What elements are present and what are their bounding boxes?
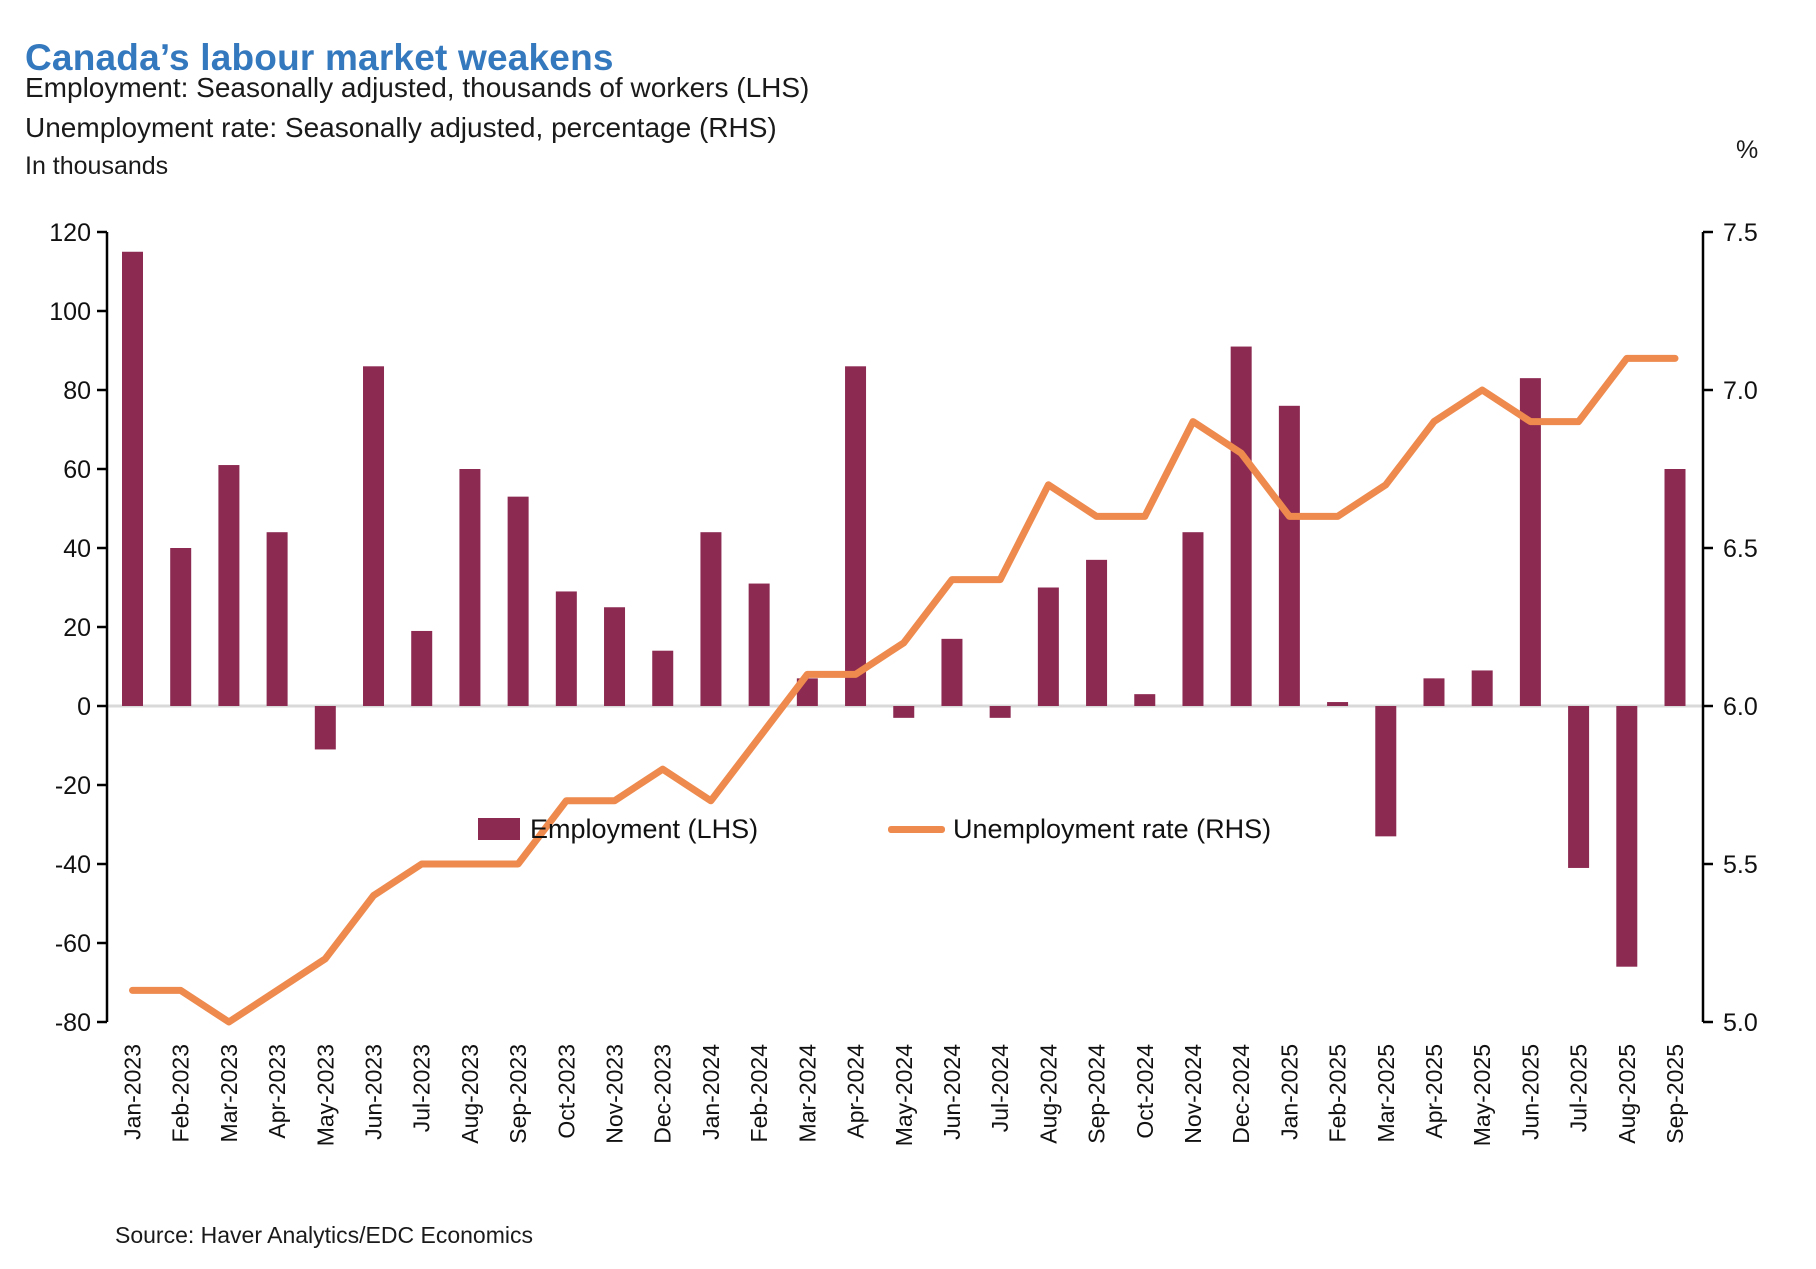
left-axis-tick-label: -40 — [55, 851, 91, 879]
left-axis-tick-label: 60 — [63, 456, 91, 484]
x-axis-month-label: Jun-2025 — [1517, 1044, 1543, 1140]
x-axis-month-label: Apr-2025 — [1421, 1044, 1447, 1139]
x-axis-month-label: Sep-2023 — [505, 1044, 531, 1144]
employment-bar — [555, 591, 577, 706]
x-axis-month-label: Mar-2023 — [216, 1044, 242, 1142]
x-axis-month-label: May-2024 — [891, 1044, 917, 1146]
x-axis-month-label: Apr-2023 — [264, 1044, 290, 1139]
x-axis-month-label: Apr-2024 — [843, 1044, 869, 1139]
left-axis-tick-label: 80 — [63, 377, 91, 405]
employment-bar — [1375, 706, 1397, 837]
x-axis-month-label: Jul-2024 — [987, 1044, 1013, 1132]
employment-bar — [314, 706, 336, 750]
employment-bar — [1327, 702, 1349, 706]
left-axis-tick-label: 120 — [49, 219, 91, 247]
x-axis-month-label: Jan-2023 — [120, 1044, 146, 1140]
employment-bar — [1278, 405, 1300, 706]
source-attribution: Source: Haver Analytics/EDC Economics — [115, 1222, 533, 1248]
left-axis-tick-label: 40 — [63, 535, 91, 563]
x-axis-month-label: Nov-2024 — [1180, 1044, 1206, 1144]
employment-bar — [363, 366, 385, 706]
left-axis-unit-label: In thousands — [25, 152, 169, 180]
x-axis-month-label: Mar-2024 — [794, 1044, 820, 1143]
employment-bar — [1471, 670, 1493, 706]
right-axis-tick-label: 7.0 — [1723, 377, 1758, 405]
left-axis-tick-label: -80 — [55, 1009, 91, 1037]
right-axis-tick-label: 7.5 — [1723, 219, 1758, 247]
employment-bar — [893, 706, 915, 718]
x-axis-month-label: Jan-2025 — [1276, 1044, 1302, 1140]
employment-bar — [748, 583, 770, 706]
left-axis-tick-label: -60 — [55, 930, 91, 958]
employment-bar — [652, 650, 674, 706]
page-title: Canada’s labour market weakens — [25, 36, 614, 78]
x-axis-month-label: Sep-2025 — [1662, 1044, 1688, 1144]
employment-bar — [122, 251, 143, 706]
x-axis-month-label: Jun-2024 — [939, 1044, 965, 1140]
x-axis-month-label: Mar-2025 — [1373, 1044, 1399, 1142]
x-axis-month-label: Nov-2023 — [602, 1044, 628, 1144]
chart-subtitle-employment: Employment: Seasonally adjusted, thousan… — [25, 72, 810, 103]
x-axis-month-label: Oct-2024 — [1132, 1044, 1158, 1139]
x-axis-month-label: Jul-2023 — [409, 1044, 435, 1132]
x-axis-month-label: Feb-2024 — [746, 1044, 772, 1143]
unemployment-line — [129, 354, 1679, 1026]
x-axis-month-label: Aug-2024 — [1035, 1044, 1061, 1144]
employment-bar — [507, 496, 529, 706]
employment-bar — [1423, 678, 1445, 706]
x-axis-month-label: Aug-2023 — [457, 1044, 483, 1144]
x-axis-month-label: Sep-2024 — [1084, 1044, 1110, 1144]
left-axis-tick-label: -20 — [55, 772, 91, 800]
x-axis-month-label: Dec-2024 — [1228, 1044, 1254, 1144]
employment-bar — [170, 548, 192, 706]
employment-bar — [1519, 378, 1541, 706]
left-axis-tick-label: 100 — [49, 298, 91, 326]
right-axis-tick-label: 5.5 — [1723, 851, 1758, 879]
employment-bar — [1664, 469, 1686, 706]
employment-bar — [604, 607, 626, 706]
right-axis-tick-label: 6.5 — [1723, 535, 1758, 563]
right-axis-tick-label: 5.0 — [1723, 1009, 1758, 1037]
employment-bar — [845, 366, 867, 706]
employment-bar — [1230, 346, 1252, 706]
right-axis-unit-label: % — [1736, 136, 1759, 164]
left-axis-tick-label: 20 — [63, 614, 91, 642]
employment-bar — [218, 465, 240, 706]
employment-bar — [1134, 694, 1156, 706]
x-axis-month-label: Feb-2025 — [1325, 1044, 1351, 1142]
employment-bar — [941, 638, 963, 706]
x-axis-month-label: Oct-2023 — [553, 1044, 579, 1139]
employment-bar — [411, 630, 433, 706]
employment-bar — [1182, 532, 1204, 706]
employment-bar — [700, 532, 722, 706]
x-axis-month-label: Aug-2025 — [1614, 1044, 1640, 1144]
right-axis-tick-label: 6.0 — [1723, 693, 1758, 721]
employment-bar — [1568, 706, 1590, 868]
x-axis-month-label: Dec-2023 — [650, 1044, 676, 1144]
employment-bar — [989, 706, 1011, 718]
x-axis-month-label: Feb-2023 — [168, 1044, 194, 1142]
left-axis-tick-label: 0 — [77, 693, 91, 721]
employment-bar — [1037, 587, 1059, 706]
x-axis-month-label: Jun-2023 — [361, 1044, 387, 1140]
employment-bar — [1616, 706, 1638, 967]
chart-subtitle-unemployment: Unemployment rate: Seasonally adjusted, … — [25, 112, 777, 143]
x-axis-month-label: Jan-2024 — [698, 1044, 724, 1140]
x-axis-month-label: May-2025 — [1469, 1044, 1495, 1146]
x-axis-month-label: Jul-2025 — [1566, 1044, 1592, 1132]
employment-bar — [459, 469, 481, 706]
employment-bar — [1086, 559, 1108, 706]
employment-bar — [266, 532, 288, 706]
x-axis-month-label: May-2023 — [312, 1044, 338, 1146]
